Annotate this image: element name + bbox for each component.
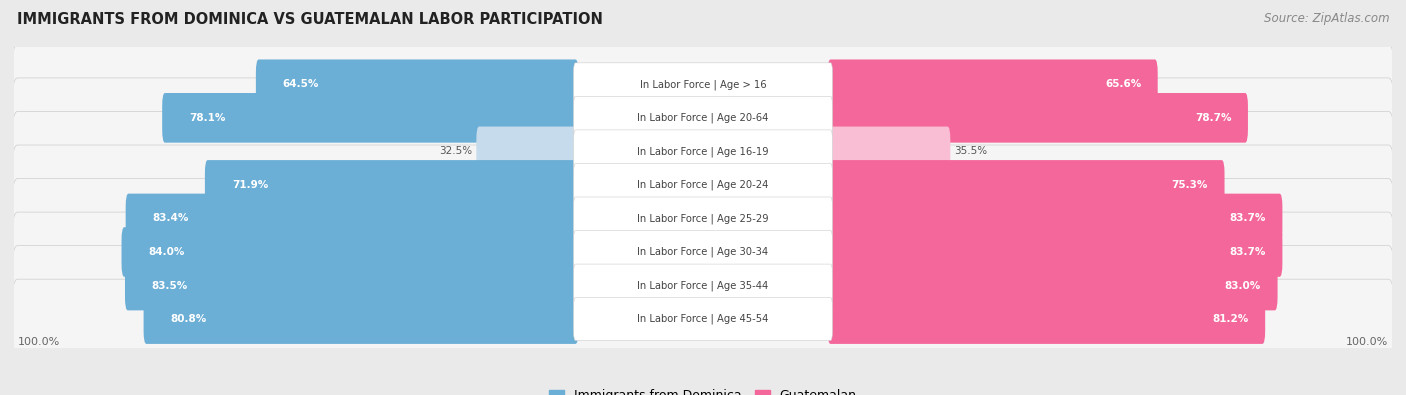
FancyBboxPatch shape: [256, 60, 578, 109]
Text: Source: ZipAtlas.com: Source: ZipAtlas.com: [1264, 12, 1389, 25]
Text: 65.6%: 65.6%: [1105, 79, 1142, 89]
Text: 71.9%: 71.9%: [232, 180, 269, 190]
Text: 83.0%: 83.0%: [1225, 280, 1261, 291]
FancyBboxPatch shape: [162, 93, 578, 143]
Text: 64.5%: 64.5%: [283, 79, 319, 89]
Text: 83.5%: 83.5%: [152, 280, 188, 291]
FancyBboxPatch shape: [13, 246, 1393, 325]
FancyBboxPatch shape: [13, 145, 1393, 225]
FancyBboxPatch shape: [828, 93, 1249, 143]
FancyBboxPatch shape: [13, 78, 1393, 158]
Text: 35.5%: 35.5%: [955, 147, 987, 156]
FancyBboxPatch shape: [574, 197, 832, 240]
FancyBboxPatch shape: [828, 194, 1282, 243]
Text: 84.0%: 84.0%: [149, 247, 184, 257]
FancyBboxPatch shape: [574, 130, 832, 173]
FancyBboxPatch shape: [121, 227, 578, 277]
FancyBboxPatch shape: [13, 111, 1393, 191]
FancyBboxPatch shape: [828, 60, 1157, 109]
FancyBboxPatch shape: [13, 179, 1393, 258]
FancyBboxPatch shape: [574, 96, 832, 139]
Text: In Labor Force | Age 35-44: In Labor Force | Age 35-44: [637, 280, 769, 291]
FancyBboxPatch shape: [205, 160, 578, 210]
FancyBboxPatch shape: [828, 160, 1225, 210]
Text: 78.7%: 78.7%: [1195, 113, 1232, 123]
Text: 78.1%: 78.1%: [188, 113, 225, 123]
FancyBboxPatch shape: [574, 164, 832, 207]
FancyBboxPatch shape: [477, 126, 578, 176]
FancyBboxPatch shape: [13, 279, 1393, 359]
Text: In Labor Force | Age 25-29: In Labor Force | Age 25-29: [637, 213, 769, 224]
Text: In Labor Force | Age > 16: In Labor Force | Age > 16: [640, 79, 766, 90]
Text: 100.0%: 100.0%: [17, 337, 59, 347]
Text: In Labor Force | Age 30-34: In Labor Force | Age 30-34: [637, 247, 769, 257]
Text: 80.8%: 80.8%: [170, 314, 207, 324]
Legend: Immigrants from Dominica, Guatemalan: Immigrants from Dominica, Guatemalan: [544, 384, 862, 395]
Text: 83.4%: 83.4%: [152, 213, 188, 224]
Text: 32.5%: 32.5%: [439, 147, 472, 156]
FancyBboxPatch shape: [828, 227, 1282, 277]
Text: 75.3%: 75.3%: [1171, 180, 1208, 190]
FancyBboxPatch shape: [574, 63, 832, 106]
Text: In Labor Force | Age 20-24: In Labor Force | Age 20-24: [637, 180, 769, 190]
FancyBboxPatch shape: [125, 194, 578, 243]
FancyBboxPatch shape: [143, 294, 578, 344]
FancyBboxPatch shape: [125, 261, 578, 310]
Text: 81.2%: 81.2%: [1212, 314, 1249, 324]
FancyBboxPatch shape: [13, 44, 1393, 124]
FancyBboxPatch shape: [574, 264, 832, 307]
Text: 83.7%: 83.7%: [1229, 247, 1265, 257]
Text: 100.0%: 100.0%: [1347, 337, 1389, 347]
FancyBboxPatch shape: [828, 294, 1265, 344]
FancyBboxPatch shape: [13, 212, 1393, 292]
Text: In Labor Force | Age 45-54: In Labor Force | Age 45-54: [637, 314, 769, 324]
FancyBboxPatch shape: [574, 231, 832, 273]
Text: In Labor Force | Age 16-19: In Labor Force | Age 16-19: [637, 146, 769, 157]
FancyBboxPatch shape: [574, 297, 832, 340]
FancyBboxPatch shape: [828, 261, 1278, 310]
FancyBboxPatch shape: [828, 126, 950, 176]
Text: 83.7%: 83.7%: [1229, 213, 1265, 224]
Text: In Labor Force | Age 20-64: In Labor Force | Age 20-64: [637, 113, 769, 123]
Text: IMMIGRANTS FROM DOMINICA VS GUATEMALAN LABOR PARTICIPATION: IMMIGRANTS FROM DOMINICA VS GUATEMALAN L…: [17, 12, 603, 27]
